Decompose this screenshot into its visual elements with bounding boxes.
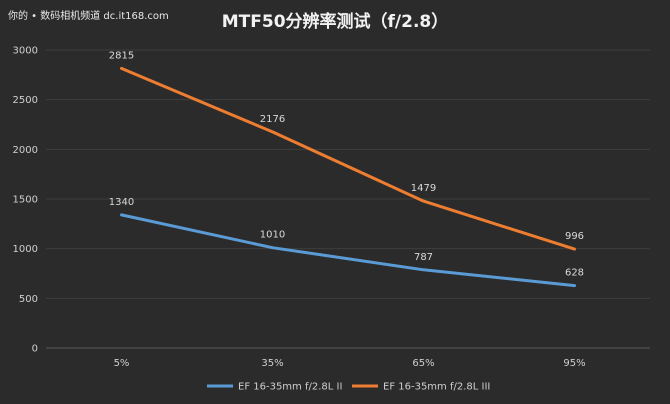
data-label: 1010 — [260, 230, 285, 241]
data-label: 2176 — [260, 114, 285, 125]
x-axis-ticks: 5% 35% 65% 95% — [114, 358, 586, 369]
series-2: 2815 2176 1479 996 — [109, 50, 584, 251]
data-label: 1340 — [109, 197, 134, 208]
legend: EF 16-35mm f/2.8L II EF 16-35mm f/2.8L II… — [207, 382, 490, 393]
y-axis-ticks: 0 500 1000 1500 2000 2500 3000 — [13, 46, 38, 355]
legend-label: EF 16-35mm f/2.8L II — [238, 382, 342, 393]
x-tick-label: 35% — [261, 358, 283, 369]
y-tick-label: 500 — [19, 294, 38, 305]
y-tick-label: 1000 — [13, 244, 38, 255]
data-label: 1479 — [411, 183, 436, 194]
data-label: 628 — [565, 268, 584, 279]
x-tick-label: 5% — [114, 358, 130, 369]
series: 1340 1010 787 628 2815 2176 1479 996 — [109, 50, 584, 288]
y-tick-label: 2500 — [13, 95, 38, 106]
y-tick-label: 0 — [32, 344, 38, 355]
x-tick-label: 65% — [412, 358, 434, 369]
data-label: 787 — [414, 252, 433, 263]
data-label: 996 — [565, 231, 584, 242]
y-tick-label: 1500 — [13, 195, 38, 206]
series-1: 1340 1010 787 628 — [109, 197, 584, 288]
grid-lines — [46, 49, 650, 349]
data-label: 2815 — [109, 50, 134, 61]
x-tick-label: 95% — [563, 358, 585, 369]
legend-label: EF 16-35mm f/2.8L III — [383, 382, 490, 393]
series-line — [120, 66, 576, 251]
legend-item: EF 16-35mm f/2.8L III — [352, 382, 490, 393]
chart-title: MTF50分辨率测试（f/2.8） — [222, 11, 449, 32]
y-tick-label: 2000 — [13, 145, 38, 156]
y-tick-label: 3000 — [13, 46, 38, 57]
series-line — [120, 213, 576, 288]
legend-item: EF 16-35mm f/2.8L II — [207, 382, 342, 393]
watermark: 你的 • 数码相机频道 dc.it168.com — [8, 9, 169, 22]
